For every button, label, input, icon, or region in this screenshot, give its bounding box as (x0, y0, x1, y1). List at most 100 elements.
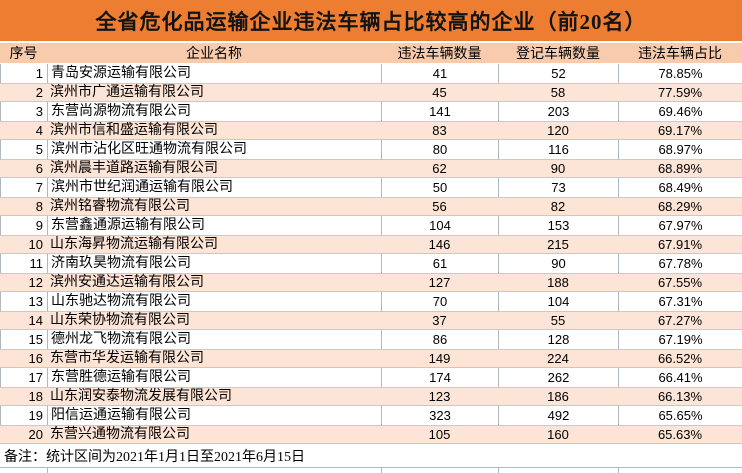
cell-registered-count: 188 (547, 275, 569, 290)
cell-violation-ratio: 77.59% (657, 85, 703, 100)
cell-company-name: 山东润安泰物流发展有限公司 (50, 389, 232, 404)
cell-illegal-count: 104 (381, 216, 498, 235)
cell-registered-count: 153 (498, 216, 618, 235)
cell-registered-count: 90 (498, 254, 618, 273)
cell-violation-ratio: 65.65% (618, 406, 742, 425)
cell-violation-ratio: 66.13% (657, 389, 703, 404)
table-header: 序号 企业名称 违法车辆数量 登记车辆数量 违法车辆占比 (0, 43, 742, 64)
cell-illegal-count: 50 (381, 178, 498, 197)
cell-registered-count: 82 (550, 199, 566, 214)
cell-company-name: 滨州安通达运输有限公司 (50, 275, 204, 290)
cell-illegal-count: 56 (432, 199, 447, 214)
cell-illegal-count: 149 (428, 351, 451, 366)
cell-company-name: 滨州市沾化区旺通物流有限公司 (47, 140, 381, 159)
table-row: 1 青岛安源运输有限公司 41 52 78.85% (0, 64, 742, 83)
cell-company-name: 东营尚源物流有限公司 (47, 102, 381, 121)
cell-illegal-count: 70 (381, 292, 498, 311)
cell-seq: 16 (28, 351, 43, 366)
table-row: 5 滨州市沾化区旺通物流有限公司 80 116 68.97% (0, 140, 742, 159)
cell-registered-count: 55 (550, 313, 566, 328)
table-row: 13 山东驰达物流有限公司 70 104 67.31% (0, 292, 742, 311)
cell-illegal-count: 123 (428, 389, 451, 404)
cell-company-name: 山东海昇物流运输有限公司 (50, 237, 218, 252)
cell-violation-ratio: 67.31% (618, 292, 742, 311)
cell-seq: 4 (35, 123, 43, 138)
cell-seq: 1 (0, 64, 47, 83)
cell-registered-count: 116 (498, 140, 618, 159)
cell-company-name: 德州龙飞物流有限公司 (47, 330, 381, 349)
table-row: 18 山东润安泰物流发展有限公司 123 186 66.13% (0, 387, 742, 406)
cell-company-name: 东营胜德运输有限公司 (47, 368, 381, 387)
cell-company-name: 东营市华发运输有限公司 (50, 351, 204, 366)
cell-registered-count: 215 (547, 237, 569, 252)
cell-seq: 19 (0, 406, 47, 425)
cell-company-name: 山东荣协物流有限公司 (50, 313, 190, 328)
table-row: 8 滨州铭睿物流有限公司 56 82 68.29% (0, 197, 742, 216)
cell-company-name: 滨州市信和盛运输有限公司 (50, 123, 218, 138)
cell-violation-ratio: 65.63% (657, 427, 703, 442)
cell-registered-count: 120 (547, 123, 569, 138)
cell-violation-ratio: 68.97% (618, 140, 742, 159)
cell-violation-ratio: 66.52% (657, 351, 703, 366)
cell-violation-ratio: 66.41% (618, 368, 742, 387)
cell-illegal-count: 86 (381, 330, 498, 349)
cell-seq: 7 (0, 178, 47, 197)
cell-seq: 3 (0, 102, 47, 121)
cell-illegal-count: 105 (428, 427, 451, 442)
cell-violation-ratio: 68.29% (657, 199, 703, 214)
cell-seq: 6 (35, 161, 43, 176)
cell-registered-count: 492 (498, 406, 618, 425)
header-registered-count: 登记车辆数量 (516, 47, 600, 62)
cell-company-name: 东营兴通物流有限公司 (50, 427, 190, 442)
cell-seq: 17 (0, 368, 47, 387)
cell-registered-count: 186 (547, 389, 569, 404)
cell-company-name: 滨州铭睿物流有限公司 (50, 199, 190, 214)
table-row: 6 滨州晨丰道路运输有限公司 62 90 68.89% (0, 159, 742, 178)
table-row: 14 山东荣协物流有限公司 37 55 67.27% (0, 311, 742, 330)
cell-registered-count: 90 (550, 161, 566, 176)
cell-violation-ratio: 68.49% (618, 178, 742, 197)
cell-company-name: 济南玖昊物流有限公司 (47, 254, 381, 273)
cell-seq: 8 (35, 199, 43, 214)
empty-cell (381, 468, 498, 473)
empty-cell (47, 468, 381, 473)
table-row: 3 东营尚源物流有限公司 141 203 69.46% (0, 102, 742, 121)
cell-registered-count: 224 (547, 351, 569, 366)
cell-seq: 18 (28, 389, 43, 404)
cell-registered-count: 160 (547, 427, 569, 442)
cell-company-name: 滨州市广通运输有限公司 (50, 85, 204, 100)
cell-illegal-count: 62 (432, 161, 447, 176)
cell-illegal-count: 323 (381, 406, 498, 425)
header-seq: 序号 (9, 47, 38, 62)
cell-registered-count: 262 (498, 368, 618, 387)
cell-company-name: 滨州晨丰道路运输有限公司 (50, 161, 218, 176)
table-row: 7 滨州市世纪润通运输有限公司 50 73 68.49% (0, 178, 742, 197)
cell-illegal-count: 141 (381, 102, 498, 121)
empty-grid-row (0, 468, 742, 473)
cell-violation-ratio: 69.46% (618, 102, 742, 121)
cell-registered-count: 128 (498, 330, 618, 349)
cell-seq: 15 (0, 330, 47, 349)
cell-violation-ratio: 67.19% (618, 330, 742, 349)
cell-company-name: 青岛安源运输有限公司 (47, 64, 381, 83)
cell-violation-ratio: 68.89% (657, 161, 703, 176)
table-row: 12 滨州安通达运输有限公司 127 188 67.55% (0, 273, 742, 292)
cell-seq: 10 (28, 237, 43, 252)
header-company-name: 企业名称 (186, 47, 242, 62)
cell-violation-ratio: 69.17% (657, 123, 703, 138)
cell-violation-ratio: 67.27% (657, 313, 703, 328)
table-row: 16 东营市华发运输有限公司 149 224 66.52% (0, 349, 742, 368)
table-row: 15 德州龙飞物流有限公司 86 128 67.19% (0, 330, 742, 349)
cell-violation-ratio: 67.97% (618, 216, 742, 235)
cell-illegal-count: 37 (432, 313, 447, 328)
table-row: 2 滨州市广通运输有限公司 45 58 77.59% (0, 83, 742, 102)
cell-illegal-count: 146 (428, 237, 451, 252)
table-body: 1 青岛安源运输有限公司 41 52 78.85% 2 滨州市广通运输有限公司 … (0, 64, 742, 444)
table-title: 全省危化品运输企业违法车辆占比较高的企业（前20名） (0, 0, 742, 43)
cell-violation-ratio: 67.91% (657, 237, 703, 252)
cell-illegal-count: 61 (381, 254, 498, 273)
cell-illegal-count: 127 (428, 275, 451, 290)
table-row: 11 济南玖昊物流有限公司 61 90 67.78% (0, 254, 742, 273)
cell-seq: 9 (0, 216, 47, 235)
